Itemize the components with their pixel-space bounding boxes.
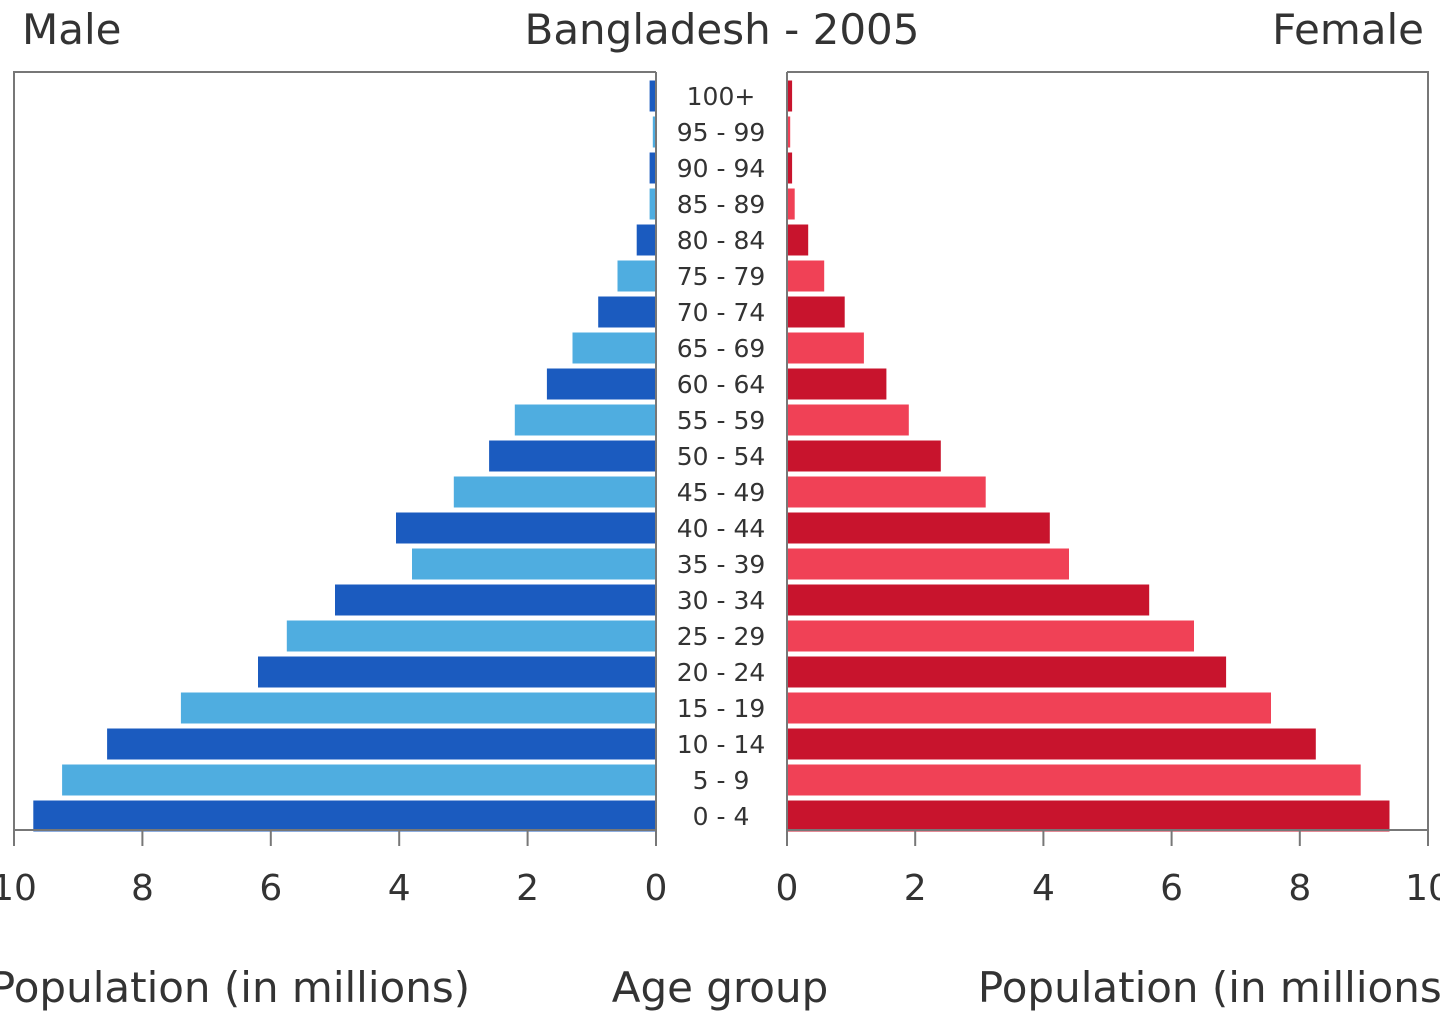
female-bar-60-64	[787, 368, 887, 400]
age-label-75-79: 75 - 79	[677, 262, 766, 291]
age-label-95-99: 95 - 99	[677, 118, 766, 147]
male-tick-label-4: 4	[388, 868, 411, 909]
female-bar-50-54	[787, 440, 941, 472]
female-tick-label-8: 8	[1288, 868, 1311, 909]
male-header: Male	[22, 5, 121, 54]
age-label-80-84: 80 - 84	[677, 226, 766, 255]
age-label-20-24: 20 - 24	[677, 658, 766, 687]
male-bar-60-64	[546, 368, 656, 400]
age-label-25-29: 25 - 29	[677, 622, 766, 651]
female-bar-20-24	[787, 656, 1227, 688]
female-bar-65-69	[787, 332, 864, 364]
female-bar-35-39	[787, 548, 1069, 580]
male-bar-75-79	[617, 260, 656, 292]
male-tick-label-8: 8	[131, 868, 154, 909]
male-x-ticks: 10 8 6 4 2 0	[0, 830, 667, 909]
male-bar-30-34	[335, 584, 656, 616]
male-bar-65-69	[572, 332, 656, 364]
female-panel-frame	[787, 71, 1429, 831]
female-x-ticks: 10 8 6 4 2 0	[776, 830, 1440, 909]
male-bar-50-54	[489, 440, 656, 472]
male-bars	[33, 80, 657, 832]
female-bar-15-19	[787, 692, 1271, 724]
female-header: Female	[1272, 5, 1424, 54]
age-label-85-89: 85 - 89	[677, 190, 766, 219]
female-x-axis-label: Population (in millions)	[978, 963, 1440, 1012]
male-bar-5-9	[62, 764, 657, 796]
female-bar-5-9	[787, 764, 1361, 796]
female-tick-label-4: 4	[1032, 868, 1055, 909]
female-bar-30-34	[787, 584, 1150, 616]
female-tick-label-10: 10	[1405, 868, 1440, 909]
female-tick-label-6: 6	[1160, 868, 1183, 909]
male-bar-95-99	[652, 116, 656, 148]
age-label-10-14: 10 - 14	[677, 730, 766, 759]
male-bar-25-29	[286, 620, 656, 652]
female-tick-label-2: 2	[904, 868, 927, 909]
age-group-labels: 0 - 4 5 - 9 10 - 14 15 - 19 20 - 24 25 - 29 30…	[677, 82, 766, 831]
male-bar-40-44	[396, 512, 656, 544]
male-tick-label-10: 10	[0, 868, 37, 909]
female-bar-90-94	[787, 152, 793, 184]
male-panel-frame	[13, 71, 656, 831]
male-bar-100plus	[649, 80, 656, 112]
age-label-65-69: 65 - 69	[677, 334, 766, 363]
age-label-40-44: 40 - 44	[677, 514, 766, 543]
female-bar-100plus	[787, 80, 793, 112]
male-bar-90-94	[649, 152, 656, 184]
male-bar-15-19	[180, 692, 656, 724]
age-label-15-19: 15 - 19	[677, 694, 766, 723]
female-bars	[787, 80, 1390, 832]
age-label-35-39: 35 - 39	[677, 550, 766, 579]
age-label-60-64: 60 - 64	[677, 370, 766, 399]
male-bar-10-14	[107, 728, 657, 760]
age-label-30-34: 30 - 34	[677, 586, 766, 615]
age-label-90-94: 90 - 94	[677, 154, 766, 183]
female-bar-55-59	[787, 404, 909, 436]
male-bar-0-4	[33, 800, 657, 832]
female-bar-85-89	[787, 188, 795, 220]
female-bar-25-29	[787, 620, 1194, 652]
female-tick-label-0: 0	[776, 868, 799, 909]
age-label-5-9: 5 - 9	[693, 766, 750, 795]
male-bar-35-39	[412, 548, 656, 580]
chart-title: Bangladesh - 2005	[525, 5, 920, 54]
female-bar-45-49	[787, 476, 986, 508]
male-tick-label-2: 2	[516, 868, 539, 909]
female-bar-70-74	[787, 296, 845, 328]
female-bar-10-14	[787, 728, 1316, 760]
male-bar-85-89	[649, 188, 656, 220]
female-bar-75-79	[787, 260, 825, 292]
age-label-55-59: 55 - 59	[677, 406, 766, 435]
male-tick-label-0: 0	[645, 868, 668, 909]
age-group-axis-label: Age group	[612, 963, 829, 1012]
male-bar-70-74	[598, 296, 656, 328]
female-bar-80-84	[787, 224, 809, 256]
male-bar-55-59	[514, 404, 656, 436]
male-bar-80-84	[636, 224, 656, 256]
female-bar-0-4	[787, 800, 1390, 832]
age-label-50-54: 50 - 54	[677, 442, 766, 471]
age-label-0-4: 0 - 4	[693, 802, 750, 831]
male-tick-label-6: 6	[259, 868, 282, 909]
female-bar-95-99	[787, 116, 791, 148]
male-bar-45-49	[453, 476, 656, 508]
age-label-100plus: 100+	[687, 82, 756, 111]
age-label-70-74: 70 - 74	[677, 298, 766, 327]
female-bar-40-44	[787, 512, 1050, 544]
male-x-axis-label: Population (in millions)	[0, 963, 470, 1012]
age-label-45-49: 45 - 49	[677, 478, 766, 507]
male-bar-20-24	[258, 656, 656, 688]
